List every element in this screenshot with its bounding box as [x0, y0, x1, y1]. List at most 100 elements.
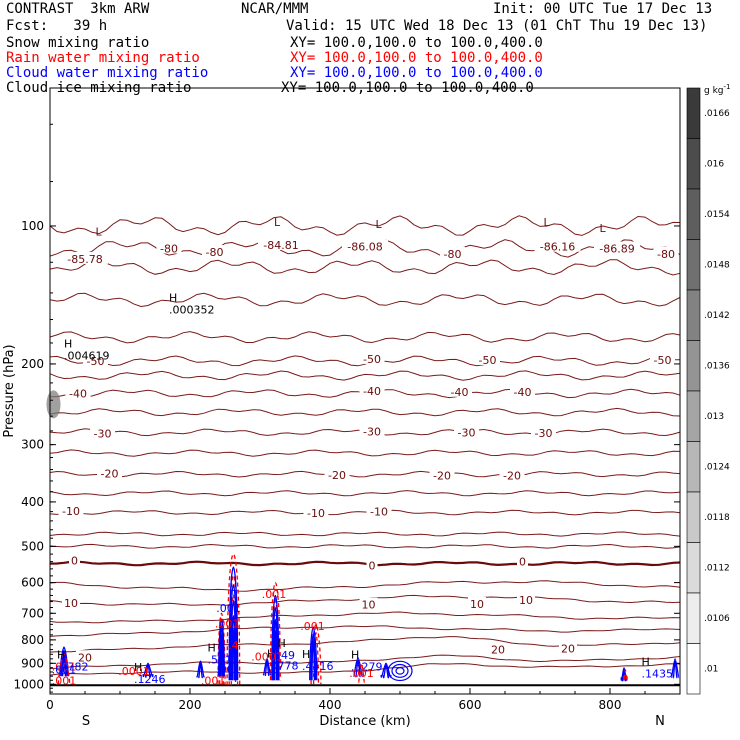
isotherm-line — [49, 580, 681, 592]
cloud-water-contour — [198, 662, 203, 679]
contour-label-bg — [440, 246, 465, 259]
temperature-contour-label: -86.08 — [347, 241, 382, 254]
isotherm-line — [49, 490, 681, 497]
extremum-value: .000352 — [169, 303, 215, 316]
temperature-contours — [46, 215, 681, 687]
y-tick-label: 600 — [21, 576, 44, 590]
contour-label-bg — [83, 353, 108, 366]
temperature-contour-label: -85.78 — [67, 253, 102, 266]
isotherm-line — [49, 611, 681, 624]
colorbar-unit-text: g kg — [704, 86, 724, 96]
south-label: S — [82, 714, 90, 729]
contour-label-bg — [534, 239, 581, 252]
cloud-water-contour — [620, 667, 628, 681]
colorbar-label: .016 — [704, 159, 724, 169]
extremum-marker: L — [544, 216, 551, 229]
cloud-water-contour — [231, 614, 236, 681]
cloud-water-contour — [311, 640, 316, 681]
extremum-marker: H — [278, 637, 286, 650]
colorbar-unit: g kg-1 — [704, 83, 730, 96]
extremum-marker: L — [376, 218, 383, 231]
isotherm-line — [49, 259, 681, 276]
series-label: .001 — [52, 674, 77, 687]
contour-label-bg — [366, 504, 392, 517]
cloud-water-contour — [310, 633, 317, 681]
isotherm-line — [49, 663, 681, 676]
temperature-contour-label: 10 — [64, 597, 78, 610]
colorbar-label: .013 — [704, 412, 724, 422]
colorbar-label: .0106 — [704, 614, 730, 624]
contour-label-bg — [359, 597, 378, 610]
temperature-contour-label: -30 — [535, 427, 553, 440]
contour-label-bg — [447, 384, 472, 397]
series-label: .001 — [349, 667, 374, 680]
series-labels: .001.001.0001.001.001.001.001.001.0001.4… — [52, 588, 374, 687]
rain-contour — [269, 581, 281, 681]
series-label: .001 — [216, 602, 241, 615]
y-tick-label: 800 — [21, 633, 44, 647]
temperature-contour-label: 20 — [78, 651, 92, 664]
extremum-marker: L — [600, 222, 607, 235]
extremum-marker: H — [351, 648, 359, 661]
cloud-water-ring — [387, 660, 413, 682]
y-tick-label: 200 — [21, 357, 44, 371]
contour-label-bg — [202, 245, 227, 258]
series-label: .001 — [215, 618, 240, 631]
isotherm-line — [49, 470, 681, 478]
series-label: .001 — [216, 663, 241, 676]
temperature-contour-label: -20 — [328, 469, 346, 482]
organization-label: NCAR/MMM — [241, 1, 309, 17]
contour-label-bg — [97, 466, 122, 479]
isotherm-line — [49, 370, 681, 381]
contour-label-bg — [342, 239, 388, 252]
contour-label-bg — [359, 351, 385, 364]
colorbar-label: .0118 — [704, 513, 730, 523]
temperature-contour-label: -86.89 — [599, 243, 634, 256]
colorbar-segment — [686, 390, 701, 442]
series-label: .001 — [201, 674, 226, 687]
colorbar-segment — [686, 491, 701, 543]
isotherm-line — [49, 625, 681, 637]
contour-label-bg — [62, 595, 80, 608]
extremum-marker: H — [642, 656, 650, 669]
colorbar-label: .0136 — [704, 361, 730, 371]
temperature-contour-label: -80 — [657, 248, 675, 261]
temperature-contour-label: -40 — [514, 386, 532, 399]
temperature-contour-label: 10 — [470, 598, 484, 611]
cloud-water-ring — [395, 667, 405, 675]
colorbar-segment — [686, 289, 701, 341]
y-tick-label: 500 — [21, 539, 44, 553]
temperature-contour-label: -30 — [94, 428, 112, 441]
temperature-contour-label: -10 — [307, 507, 325, 520]
series-label: .001 — [52, 663, 77, 676]
isotherm-line — [49, 560, 681, 567]
temperature-contour-label: -20 — [433, 469, 451, 482]
extremum-value: .4416 — [302, 660, 334, 673]
temperature-contour-label: -80 — [444, 248, 462, 261]
cloud-water-contour — [621, 668, 627, 682]
temperature-contour-label: 20 — [491, 644, 505, 657]
field-name-cloud-water: Cloud water mixing ratio — [6, 65, 209, 81]
y-axis-label: Pressure (hPa) — [2, 344, 17, 437]
colorbar-segment — [686, 340, 701, 392]
cloud-water-contour — [228, 566, 239, 681]
isotherm-line — [49, 355, 681, 367]
cloud-water-contour — [229, 583, 238, 681]
contour-label-bg — [76, 650, 94, 663]
cloud-water-contour — [196, 660, 205, 678]
colorbar-label: .0142 — [704, 311, 730, 321]
cloud-water-contour — [272, 618, 278, 681]
extremum-marker: L — [274, 216, 281, 229]
contour-label-bg — [324, 467, 350, 480]
colorbar-segment — [686, 441, 701, 493]
temperature-contour-label: -50 — [363, 353, 381, 366]
extremum-value: .5782 — [57, 660, 89, 673]
colorbar-segment — [686, 87, 701, 139]
rain-contour — [57, 653, 71, 685]
colorbar-segment — [686, 239, 701, 291]
contour-label-bg — [475, 352, 500, 365]
colorbar-segment — [686, 188, 701, 240]
series-label: .001 — [262, 588, 287, 601]
contour-label-bg — [303, 506, 329, 519]
contour-label-bg — [531, 426, 556, 439]
